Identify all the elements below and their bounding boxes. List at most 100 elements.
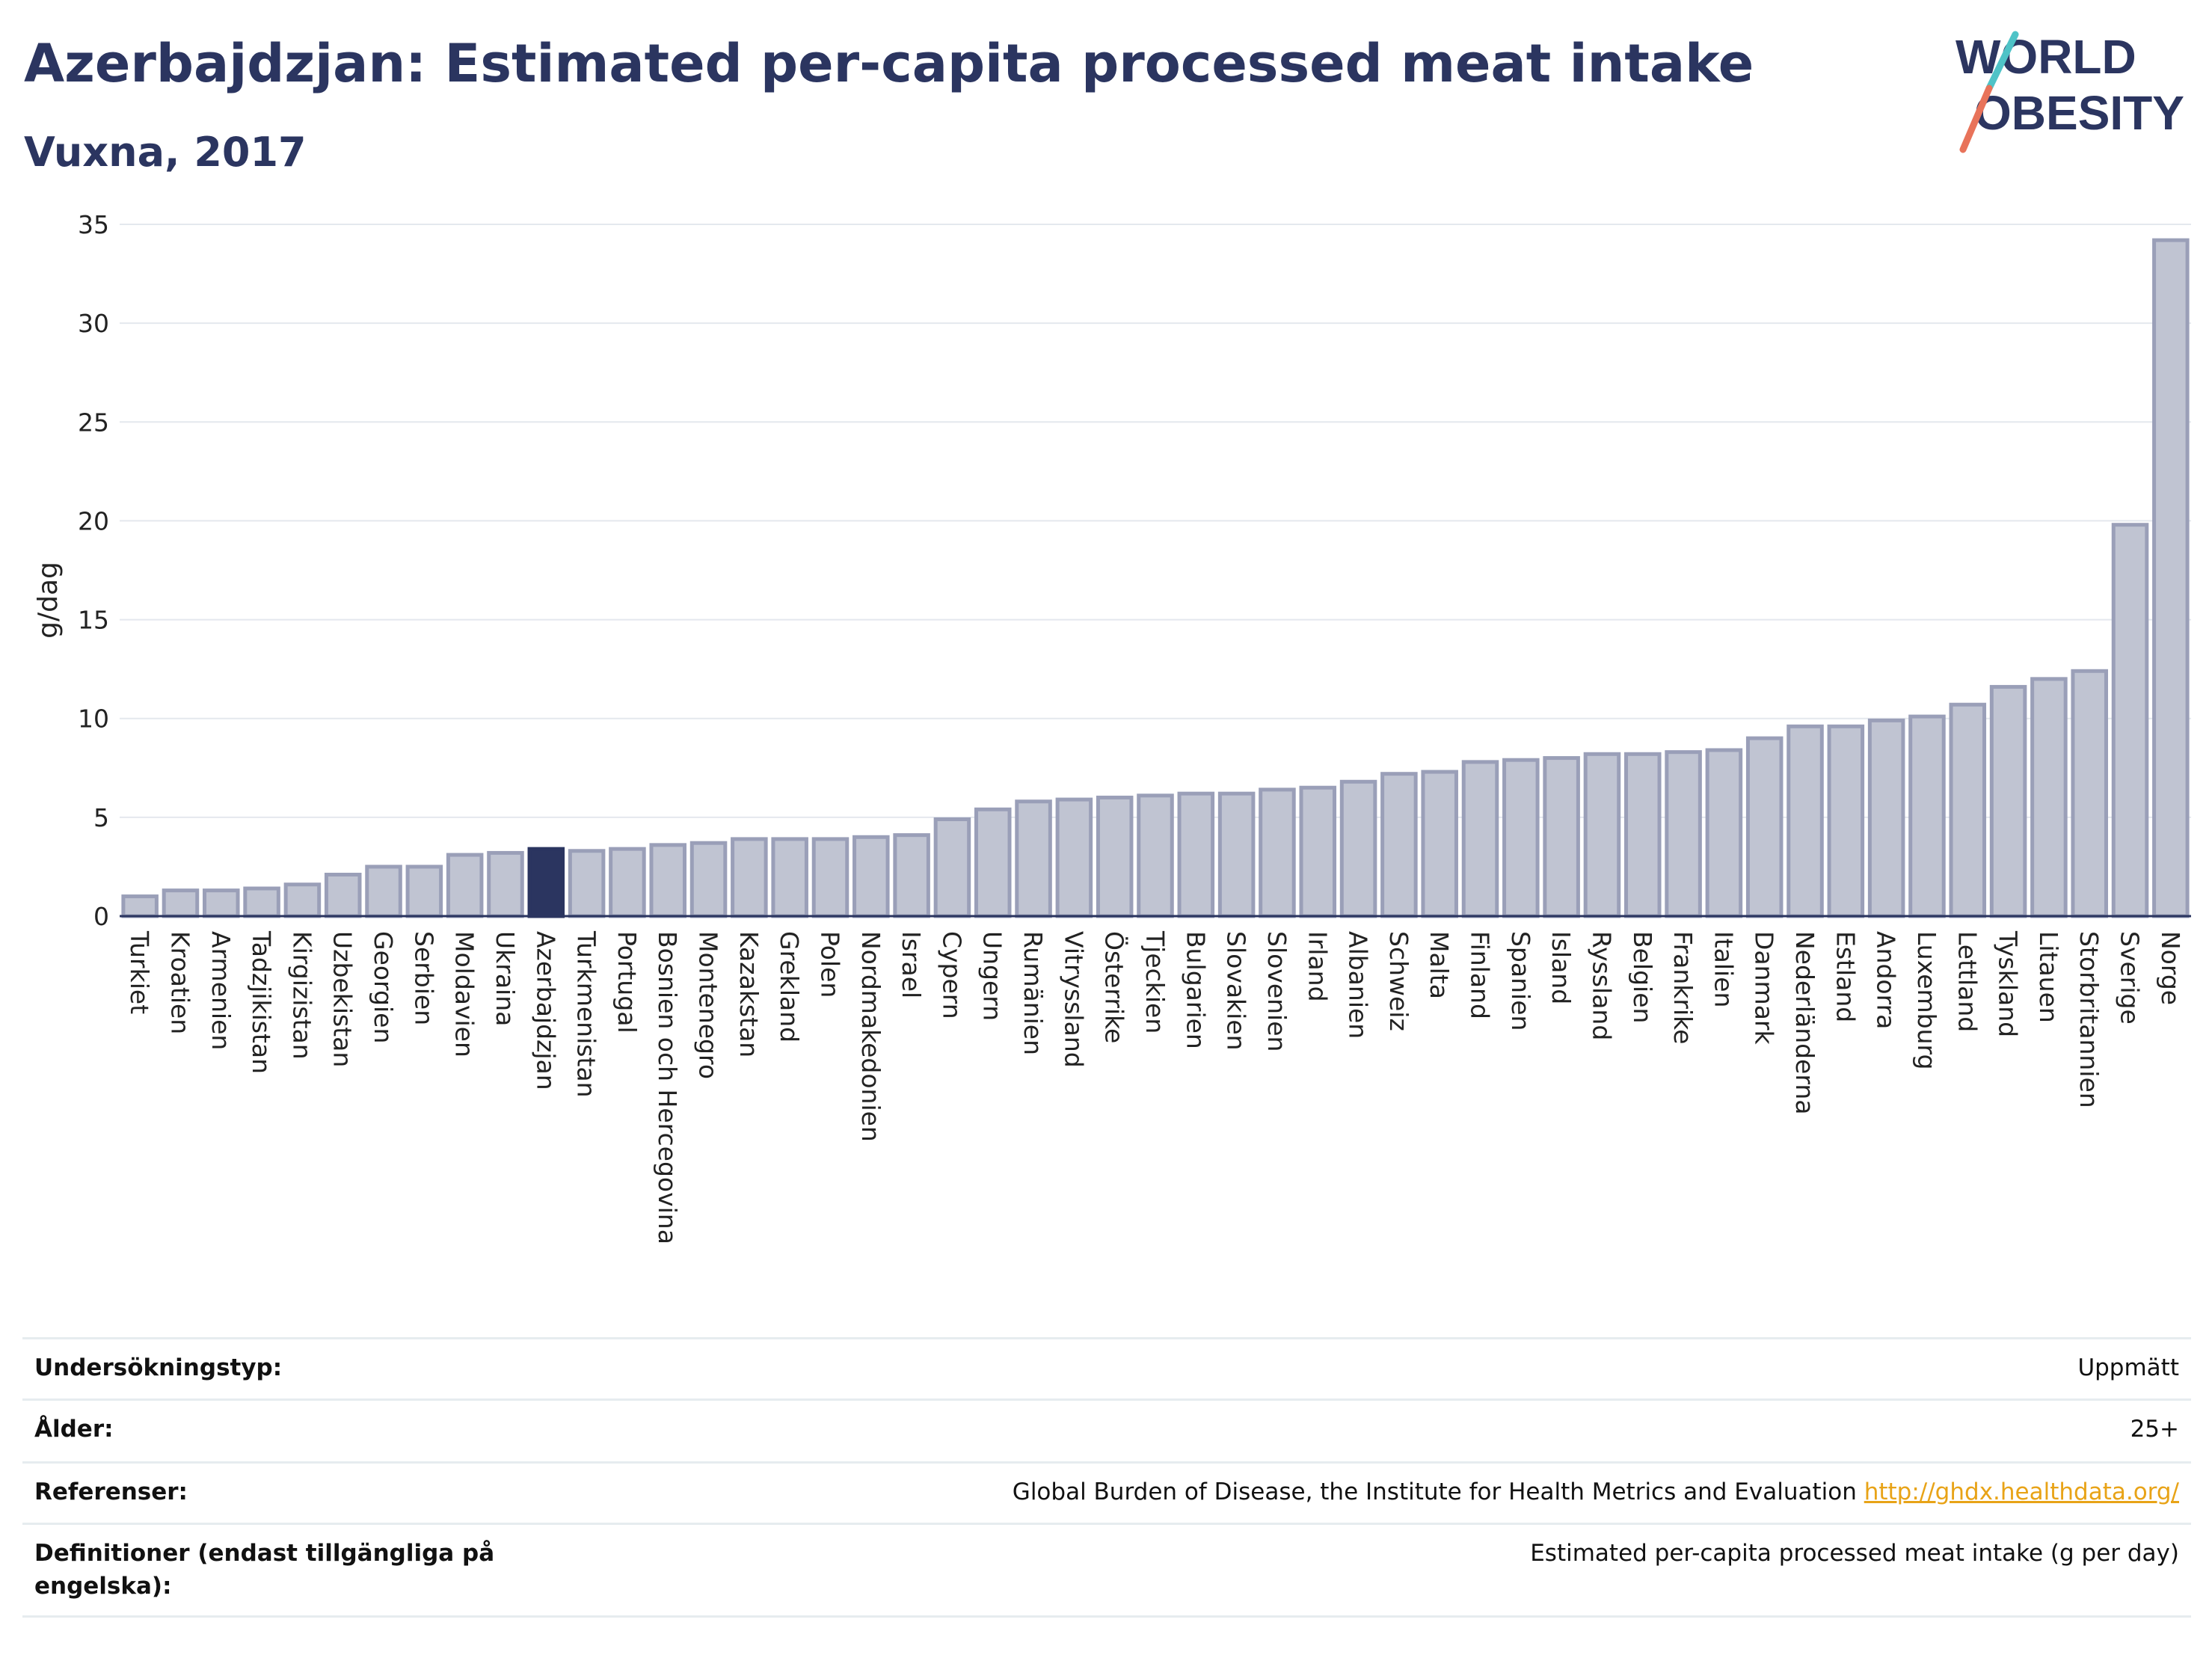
x-tick-label: Finland [1466, 931, 1495, 1019]
bar [1665, 750, 1702, 918]
bar [568, 849, 606, 918]
bar [1623, 752, 1662, 918]
bar [933, 817, 971, 918]
x-tick-label: Albanien [1344, 931, 1373, 1039]
world-obesity-logo: WORLD OBESITY [1956, 30, 2184, 153]
bar [1096, 795, 1134, 918]
bar [1299, 785, 1337, 918]
reference-text: Global Burden of Disease, the Institute … [1012, 1479, 1857, 1505]
bar [893, 833, 930, 918]
y-tick-label: 15 [78, 606, 109, 635]
info-key: Ålder: [34, 1416, 114, 1443]
x-tick-label: Bosnien och Hercegovina [653, 931, 682, 1244]
x-tick-label: Turkiet [125, 930, 154, 1014]
y-tick-label: 5 [93, 803, 109, 832]
x-tick-label: Malta [1425, 931, 1454, 999]
y-tick-label: 35 [78, 210, 109, 239]
bar [1502, 758, 1540, 918]
bar [609, 847, 646, 918]
bar [283, 882, 322, 918]
x-tick-label: Armenien [206, 931, 236, 1050]
bar [1217, 791, 1256, 918]
x-tick-label: Tyskland [1994, 930, 2023, 1037]
bar [2111, 523, 2149, 918]
bar [1339, 779, 1377, 918]
info-key: Definitioner (endast tillgängliga på eng… [34, 1540, 495, 1600]
bar [1137, 793, 1174, 918]
bar [487, 850, 524, 918]
bar [1989, 684, 2027, 918]
x-tick-label: Spanien [1506, 931, 1535, 1031]
x-tick-label: Kroatien [165, 931, 194, 1034]
info-row-survey-type: Undersökningstyp: Uppmätt [22, 1337, 2191, 1381]
x-tick-label: Azerbajdzjan [531, 931, 560, 1090]
bar [852, 835, 890, 918]
x-tick-label: Tadzjikistan [247, 930, 276, 1074]
x-tick-label: Moldavien [450, 931, 479, 1057]
info-row-age: Ålder: 25+ [22, 1398, 2191, 1443]
bar [121, 894, 159, 918]
x-tick-label: Frankrike [1668, 931, 1698, 1044]
info-table-bottom-border [22, 1615, 2191, 1618]
bar [1787, 724, 1824, 918]
y-tick-label: 20 [78, 506, 109, 535]
bar [365, 865, 402, 918]
y-axis-label: g/dag [33, 562, 64, 639]
info-value: 25+ [2130, 1416, 2179, 1443]
bar [1543, 756, 1580, 918]
bar [324, 873, 362, 918]
info-key: Undersökningstyp: [34, 1354, 283, 1381]
bars [121, 238, 2190, 918]
x-tick-label: Montenegro [694, 931, 723, 1079]
x-tick-label: Georgien [369, 931, 398, 1043]
reference-link[interactable]: http://ghdx.healthdata.org/ [1864, 1479, 2179, 1505]
bar [689, 841, 728, 918]
info-value: Global Burden of Disease, the Institute … [1013, 1476, 2179, 1508]
x-tick-label: Rumänien [1019, 931, 1048, 1055]
y-tick-label: 0 [93, 902, 109, 931]
bar [203, 888, 240, 918]
bar [1055, 797, 1093, 918]
bar [2071, 669, 2108, 918]
bar [1259, 787, 1296, 918]
bar [771, 837, 808, 918]
x-tick-label: Nederländerna [1790, 931, 1819, 1115]
bar [1177, 791, 1215, 918]
x-tick-label: Portugal [612, 931, 642, 1034]
bar [527, 847, 565, 918]
x-tick-label: Österrike [1100, 931, 1130, 1043]
bar [1583, 752, 1621, 918]
bar [446, 853, 484, 918]
x-tick-label: Kirgizistan [287, 931, 316, 1060]
x-tick-label: Andorra [1872, 931, 1901, 1029]
chart-subtitle: Vuxna, 2017 [24, 129, 307, 176]
bar [974, 807, 1012, 918]
x-tick-label: Grekland [775, 931, 804, 1043]
x-tick-label: Slovakien [1222, 931, 1251, 1051]
bar [162, 888, 200, 918]
bar [2152, 238, 2190, 918]
y-tick-label: 10 [78, 704, 109, 734]
logo-line2: OBESITY [1974, 86, 2184, 140]
bar [2030, 677, 2068, 918]
bar [1015, 799, 1052, 918]
x-tick-label: Ukraina [491, 931, 520, 1026]
x-axis-labels: Turkiet Kroatien Armenien Tadzjikistan Kirgi… [125, 930, 2185, 1244]
x-tick-label: Danmark [1750, 931, 1779, 1045]
y-tick-label: 30 [78, 309, 109, 338]
bar [649, 843, 687, 918]
x-tick-label: Luxemburg [1912, 931, 1941, 1069]
bar [731, 837, 768, 918]
x-tick-label: Italien [1709, 931, 1738, 1007]
x-tick-label: Kazakstan [734, 931, 764, 1057]
chart-title: Azerbajdzjan: Estimated per-capita proce… [24, 33, 1754, 94]
bar [1867, 718, 1905, 918]
x-tick-label: Cypern [937, 931, 966, 1019]
x-tick-label: Ungern [978, 931, 1007, 1021]
x-tick-label: Serbien [409, 931, 438, 1025]
x-tick-label: Belgien [1628, 931, 1657, 1023]
x-tick-label: Estland [1831, 931, 1860, 1022]
bar [243, 886, 280, 918]
y-axis-ticks: 0 5 10 15 20 25 30 35 [78, 210, 109, 931]
info-value: Uppmätt [2077, 1354, 2179, 1381]
